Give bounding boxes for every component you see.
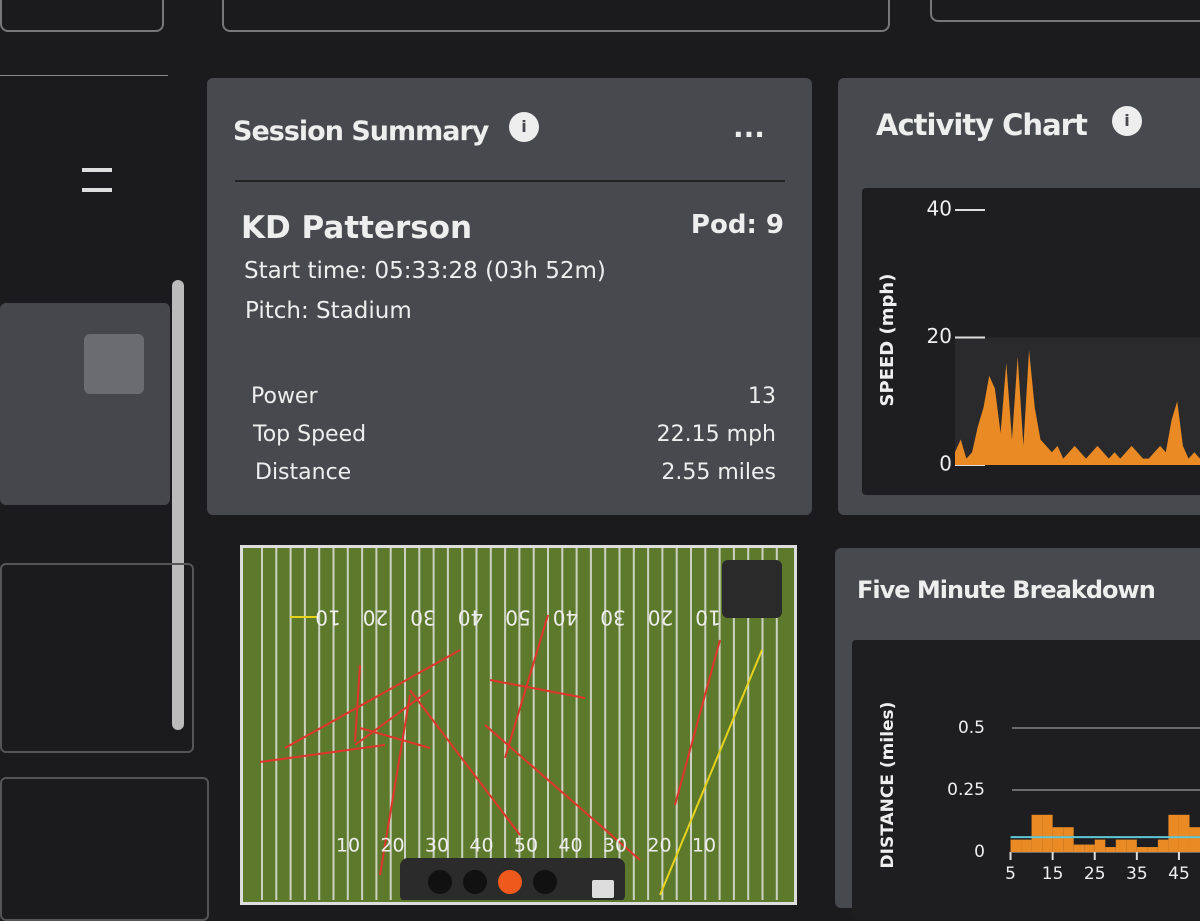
more-menu[interactable]: ··· xyxy=(733,118,765,151)
card-title: Activity Chart xyxy=(876,108,1088,142)
stat-label: Distance xyxy=(255,460,352,485)
bar xyxy=(1052,827,1064,852)
yard-number: 40 xyxy=(469,835,493,857)
bar xyxy=(1042,814,1053,852)
yard-number: 30 xyxy=(410,606,435,630)
run-path xyxy=(359,727,431,749)
view-dot[interactable] xyxy=(428,870,452,894)
run-path xyxy=(484,724,641,861)
list-item[interactable] xyxy=(0,563,194,753)
run-path xyxy=(409,689,521,836)
edit-button[interactable] xyxy=(84,334,144,394)
stat-value: 2.55 miles xyxy=(661,460,776,485)
bar xyxy=(1115,839,1127,852)
yard-number: 40 xyxy=(458,606,483,630)
bar xyxy=(1031,814,1043,852)
bar xyxy=(1010,839,1022,852)
yard-number: 10 xyxy=(695,606,720,630)
bar xyxy=(1178,814,1190,852)
bar xyxy=(1105,847,1116,852)
yard-number: 10 xyxy=(692,835,716,857)
y-tick-label: 0.25 xyxy=(947,780,985,800)
pod: Pod: 9 xyxy=(690,210,784,240)
bar xyxy=(1189,827,1200,852)
top-panel xyxy=(930,0,1200,22)
run-path xyxy=(379,694,411,876)
y-tick-label: 0 xyxy=(939,452,952,476)
run-path xyxy=(659,649,763,896)
yard-number: 40 xyxy=(553,606,578,630)
pitch: Pitch: Stadium xyxy=(245,298,412,324)
run-path xyxy=(489,679,586,699)
yard-number: 10 xyxy=(315,606,340,630)
y-axis-label: DISTANCE (miles) xyxy=(878,702,898,869)
session-summary-card: Session Summary i ··· KD Patterson Pod: … xyxy=(207,78,812,515)
yard-number: 30 xyxy=(600,606,625,630)
yard-number: 20 xyxy=(380,835,404,857)
start-time: Start time: 05:33:28 (03h 52m) xyxy=(244,258,606,284)
yard-number: 20 xyxy=(647,835,671,857)
filter-icon[interactable] xyxy=(82,168,112,192)
overlay: SPEED (mph) DISTANCE (miles) 10 20 30 40 50 4… xyxy=(259,197,1200,900)
y-tick-label: 0 xyxy=(974,842,985,862)
yard-number: 10 xyxy=(336,835,360,857)
chart-area xyxy=(852,640,1200,920)
yard-number: 30 xyxy=(425,835,449,857)
run-path xyxy=(259,744,386,763)
bar xyxy=(1126,839,1137,852)
bar xyxy=(1063,827,1074,852)
edit-button[interactable] xyxy=(722,560,782,618)
view-dot[interactable] xyxy=(498,870,522,894)
y-tick-label: 40 xyxy=(927,197,952,221)
bar xyxy=(1094,839,1106,852)
left-panel xyxy=(0,75,168,76)
x-tick-label: 35 xyxy=(1126,864,1148,884)
card-title: Five Minute Breakdown xyxy=(857,576,1156,604)
field-drawing xyxy=(259,548,778,900)
y-tick-label: 0.5 xyxy=(958,718,985,738)
top-panel xyxy=(0,0,164,32)
bar xyxy=(1073,844,1085,852)
divider xyxy=(235,180,785,182)
bar xyxy=(1084,844,1095,852)
yard-number: 40 xyxy=(558,835,582,857)
stat-value: 22.15 mph xyxy=(656,422,776,447)
yard-number: 50 xyxy=(505,606,530,630)
info-icon[interactable]: i xyxy=(1112,106,1142,136)
bar xyxy=(1136,847,1148,852)
y-tick-label: 20 xyxy=(927,324,952,348)
bar xyxy=(1147,847,1158,852)
bar xyxy=(1157,839,1169,852)
stat-value: 13 xyxy=(748,384,776,409)
run-path xyxy=(674,639,721,806)
bar xyxy=(1168,814,1179,852)
yard-number: 30 xyxy=(603,835,627,857)
lock-icon[interactable] xyxy=(592,880,614,898)
top-panel xyxy=(222,0,890,32)
bar xyxy=(1021,839,1032,852)
run-path xyxy=(354,664,361,743)
speed-area xyxy=(955,350,1200,465)
x-tick-label: 5 xyxy=(1005,864,1016,884)
scrollbar[interactable] xyxy=(172,280,184,730)
yard-number: 50 xyxy=(514,835,538,857)
stat-label: Power xyxy=(251,384,318,409)
yard-number: 20 xyxy=(363,606,388,630)
player-name: KD Patterson xyxy=(241,210,473,246)
x-tick-label: 25 xyxy=(1084,864,1106,884)
run-path xyxy=(284,649,461,749)
x-tick-label: 15 xyxy=(1042,864,1064,884)
info-icon[interactable]: i xyxy=(509,112,539,142)
x-tick-label: 45 xyxy=(1168,864,1190,884)
card-title: Session Summary xyxy=(233,116,489,147)
view-dot[interactable] xyxy=(463,870,487,894)
yard-number: 20 xyxy=(648,606,673,630)
stat-label: Top Speed xyxy=(253,422,367,447)
view-dot[interactable] xyxy=(533,870,557,894)
y-axis-label: SPEED (mph) xyxy=(877,274,898,407)
